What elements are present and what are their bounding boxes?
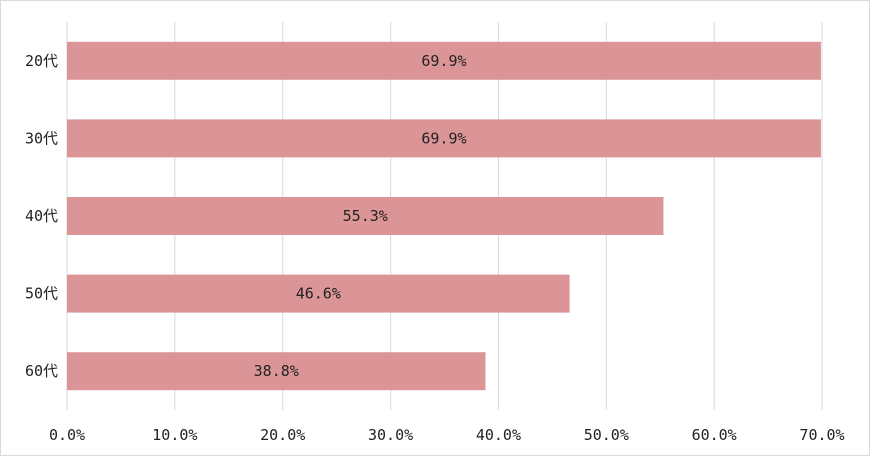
data-label: 38.8% xyxy=(254,362,299,380)
category-label: 30代 xyxy=(25,129,58,147)
bar-2 xyxy=(67,119,821,158)
data-label: 46.6% xyxy=(296,285,341,303)
data-label: 69.9% xyxy=(421,52,466,70)
x-tick-label: 30.0% xyxy=(368,426,413,444)
category-label: 50代 xyxy=(25,285,58,303)
data-label: 69.9% xyxy=(421,129,466,147)
x-tick-label: 0.0% xyxy=(49,426,85,444)
category-label: 60代 xyxy=(25,362,58,380)
category-label: 20代 xyxy=(25,52,58,70)
bar-3 xyxy=(67,197,664,235)
x-tick-label: 60.0% xyxy=(692,426,737,444)
data-label: 55.3% xyxy=(343,207,388,225)
bar-4 xyxy=(67,274,570,313)
x-tick-label: 70.0% xyxy=(799,426,844,444)
bar-1 xyxy=(67,41,821,80)
x-tick-label: 20.0% xyxy=(260,426,305,444)
bar-5 xyxy=(67,352,486,391)
x-tick-label: 10.0% xyxy=(152,426,197,444)
x-tick-label: 50.0% xyxy=(584,426,629,444)
category-label: 40代 xyxy=(25,207,58,225)
x-tick-label: 40.0% xyxy=(476,426,521,444)
